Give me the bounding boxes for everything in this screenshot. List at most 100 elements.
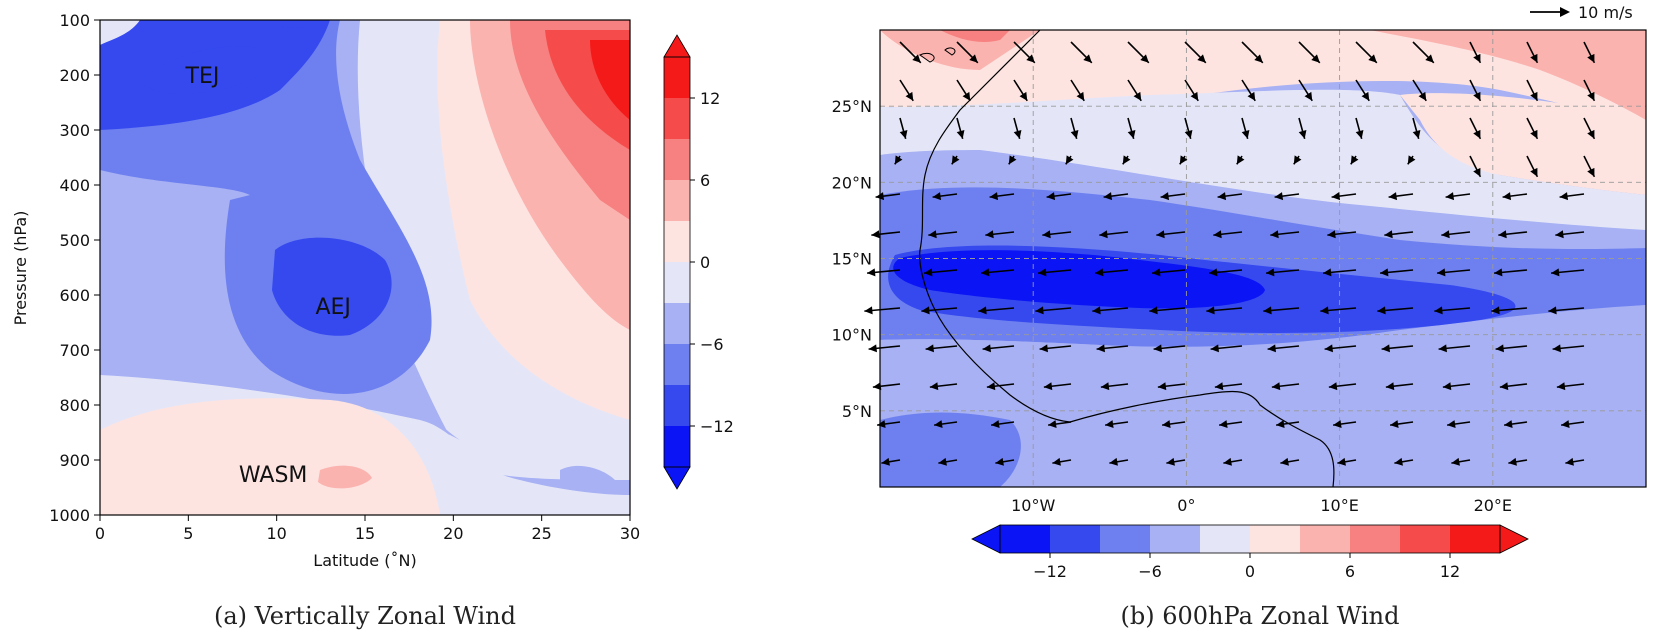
wind-vector-head — [928, 230, 937, 239]
wind-vector-head — [921, 306, 930, 315]
wind-vector-head — [1425, 54, 1434, 63]
panel-a-colorbar: 12 6 0 −6 −12 — [663, 34, 734, 490]
wind-vector-head — [1048, 420, 1057, 429]
wind-vector-head — [1122, 155, 1131, 165]
wind-vector-head — [1473, 53, 1481, 63]
wind-vector-head — [1559, 192, 1569, 201]
wind-vector-head — [899, 130, 908, 139]
y-tick-label: 1000 — [49, 506, 90, 525]
panel-b-lon-ticks: 10°W 0° 10°E 20°E — [1011, 496, 1512, 515]
wind-vector-head — [989, 192, 999, 201]
colorbar-tick-label: 0 — [1245, 562, 1255, 581]
wind-vector-head — [1100, 382, 1110, 391]
wind-vector-head — [1385, 382, 1395, 391]
wind-vector-head — [1217, 192, 1227, 201]
wind-vector-head — [1530, 91, 1538, 101]
wind-vector-head — [1156, 230, 1165, 239]
wind-vector-head — [1508, 457, 1517, 466]
colorbar-segment — [1450, 525, 1500, 553]
panel-a-xlabel: Latitude (˚N) — [313, 551, 416, 570]
colorbar-segment — [1200, 525, 1250, 553]
wind-vector-head — [1587, 129, 1595, 139]
colorbar-tick-label: 12 — [700, 89, 720, 108]
y-tick-label: 900 — [59, 451, 90, 470]
wind-vector-head — [1437, 268, 1446, 277]
colorbar-segment — [1050, 525, 1100, 553]
colorbar-segment — [664, 344, 690, 385]
wind-vector-head — [1350, 155, 1359, 165]
wind-vector-head — [1070, 130, 1079, 139]
wind-vector-head — [1099, 230, 1108, 239]
wind-vector-head — [1434, 306, 1443, 315]
panel-b-wind-vectors — [864, 41, 1596, 466]
wind-vector-head — [1266, 268, 1275, 277]
colorbar-segment — [1000, 525, 1050, 553]
panel-a-caption: (a) Vertically Zonal Wind — [214, 602, 516, 630]
wind-vector-head — [1105, 420, 1114, 429]
panel-a-y-ticks: 100 200 300 400 500 600 700 800 900 1000 — [49, 11, 100, 525]
wind-vector-head — [938, 457, 947, 466]
panel-b-600hpa-zonal-wind: 10°W 0° 10°E 20°E 25°N 20°N 15°N 10°N 5°N 10 m/… — [832, 3, 1647, 630]
colorbar-extend-min — [971, 524, 1001, 554]
x-tick-label: 25 — [531, 524, 551, 543]
panel-b-vector-reference: 10 m/s — [1530, 3, 1633, 22]
wind-vector-head — [1206, 306, 1215, 315]
colorbar-tick-label: −12 — [700, 417, 734, 436]
wind-vector-head — [1008, 155, 1017, 165]
wind-vector-head — [1270, 230, 1279, 239]
colorbar-tick-label: 6 — [1345, 562, 1355, 581]
x-tick-label: 15 — [355, 524, 375, 543]
lat-tick-label: 15°N — [832, 250, 872, 269]
wind-vector-head — [867, 268, 876, 277]
wind-vector-head — [1555, 230, 1564, 239]
wind-vector-head — [1241, 130, 1250, 139]
wind-vector-head — [925, 344, 934, 353]
vector-reference-label: 10 m/s — [1578, 3, 1633, 22]
wind-vector-head — [1499, 382, 1509, 391]
wind-vector-head — [1407, 155, 1416, 165]
wind-vector-head — [1157, 382, 1167, 391]
wind-vector-head — [1013, 130, 1022, 139]
wind-vector-head — [1438, 344, 1447, 353]
colorbar-segment — [1100, 525, 1150, 553]
wind-vector-head — [1298, 130, 1307, 139]
wind-vector-head — [1473, 167, 1481, 177]
wind-vector-head — [981, 268, 990, 277]
wind-vector-head — [905, 91, 914, 101]
panel-b-lat-ticks: 25°N 20°N 15°N 10°N 5°N — [832, 97, 872, 421]
wind-vector-head — [1502, 192, 1512, 201]
panel-a-vertical-zonal-wind: 0 5 10 15 20 25 30 100 200 300 400 500 600 700 800 900… — [11, 11, 734, 630]
panel-a-ylabel: Pressure (hPa) — [11, 211, 30, 326]
y-tick-label: 700 — [59, 341, 90, 360]
wind-vector-head — [1103, 192, 1113, 201]
wind-vector-head — [912, 54, 921, 63]
colorbar-segment — [664, 262, 690, 303]
colorbar-extend-min — [663, 466, 691, 490]
wind-vector-head — [986, 382, 996, 391]
wind-vector-head — [1530, 129, 1538, 139]
wind-vector-head — [1166, 457, 1175, 466]
wind-vector-head — [1127, 130, 1136, 139]
lat-tick-label: 25°N — [832, 97, 872, 116]
wind-vector-head — [1565, 457, 1574, 466]
wind-vector-head — [1293, 155, 1302, 165]
wind-vector-head — [1495, 344, 1504, 353]
wind-vector-head — [1327, 230, 1336, 239]
wind-vector-head — [985, 230, 994, 239]
lon-tick-label: 10°E — [1320, 496, 1358, 515]
colorbar-segment — [1350, 525, 1400, 553]
lon-tick-label: 10°W — [1011, 496, 1055, 515]
wind-vector-head — [1149, 306, 1158, 315]
lat-tick-label: 5°N — [842, 402, 872, 421]
lat-tick-label: 10°N — [832, 326, 872, 345]
wind-vector-head — [1331, 192, 1341, 201]
wind-vector-head — [1210, 344, 1219, 353]
wind-vector-head — [1504, 420, 1513, 429]
wind-vector-head — [1412, 130, 1421, 139]
wind-vector-head — [1213, 230, 1222, 239]
colorbar-segment — [664, 57, 690, 98]
wind-vector-head — [1042, 230, 1051, 239]
wind-vector-head — [1587, 91, 1595, 101]
wind-vector-head — [1473, 91, 1481, 101]
wind-vector-head — [881, 457, 890, 466]
